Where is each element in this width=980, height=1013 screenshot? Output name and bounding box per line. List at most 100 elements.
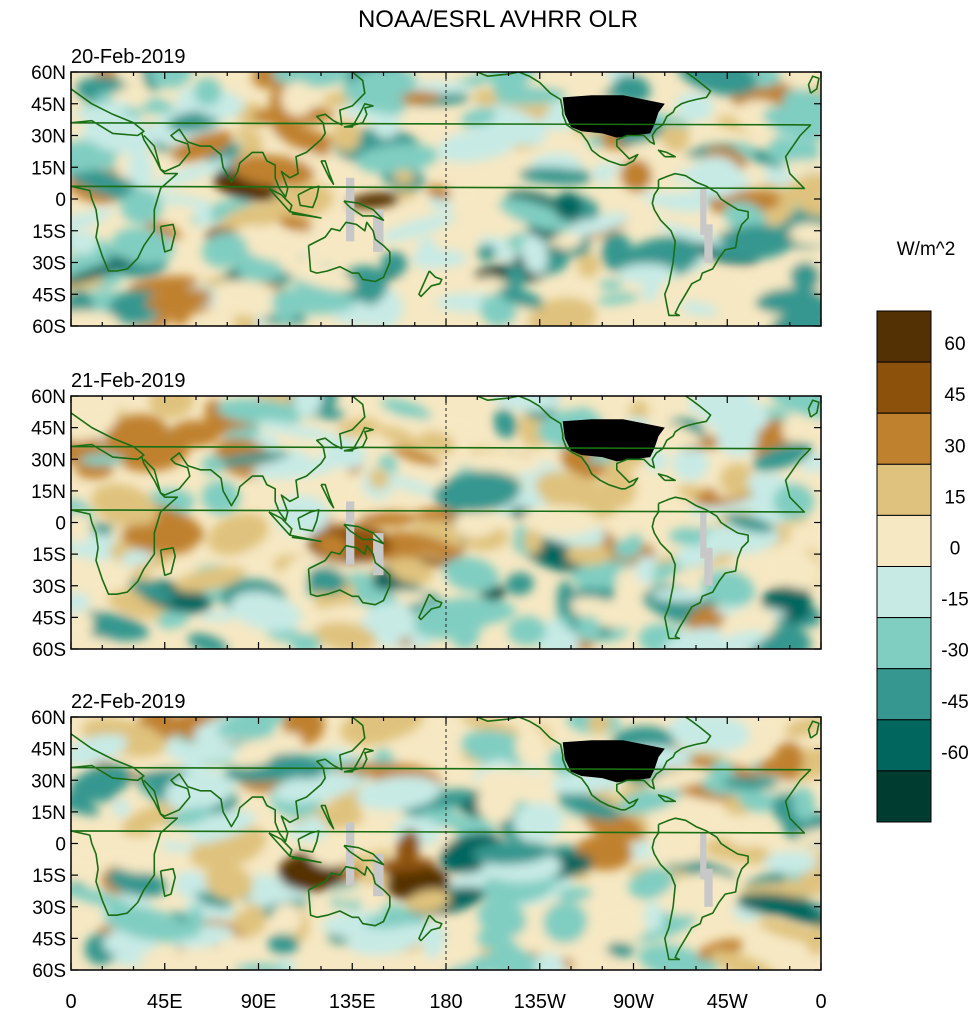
coastline xyxy=(343,103,374,128)
anomaly-blob xyxy=(211,451,290,467)
anomaly-blob xyxy=(71,884,133,910)
coastline xyxy=(159,547,176,576)
anomaly-blob xyxy=(231,899,248,912)
colorbar-tick-label: -30 xyxy=(941,641,968,662)
lon-tick-label: 135W xyxy=(514,991,566,1013)
anomaly-blob xyxy=(762,106,821,141)
anomaly-blob xyxy=(498,286,544,309)
anomaly-blob xyxy=(239,142,263,158)
anomaly-blobs xyxy=(71,396,821,649)
anomaly-blob xyxy=(281,81,315,117)
anomaly-blob xyxy=(337,418,381,437)
anomaly-blob xyxy=(71,140,112,173)
usa-land-mask xyxy=(562,740,665,783)
anomaly-blob xyxy=(127,149,154,190)
anomaly-blob xyxy=(175,566,246,592)
anomaly-blob xyxy=(71,255,144,286)
anomaly-blob xyxy=(217,936,254,960)
anomaly-blob xyxy=(279,258,356,291)
coastlines xyxy=(71,396,820,640)
coastlines xyxy=(71,72,820,317)
anomaly-blob xyxy=(792,786,816,822)
anomaly-blob xyxy=(104,905,191,942)
anomaly-blob xyxy=(91,483,158,528)
anomaly-blob xyxy=(565,543,612,566)
anomaly-blob xyxy=(194,199,212,228)
panel-date: 21-Feb-2019 xyxy=(71,370,186,392)
colorbar-swatch xyxy=(876,463,932,516)
lat-tick-label: 0 xyxy=(55,190,66,211)
missing-data-patch xyxy=(346,501,355,565)
olr-anomaly-field xyxy=(71,717,821,970)
anomaly-blob xyxy=(443,556,500,593)
anomaly-blob xyxy=(214,279,284,317)
anomaly-blob xyxy=(356,954,387,968)
anomaly-blob xyxy=(291,631,322,649)
anomaly-blob xyxy=(477,768,551,801)
lat-tick-label: 15S xyxy=(32,866,66,887)
anomaly-blob xyxy=(629,181,711,194)
anomaly-blob xyxy=(461,729,534,768)
anomaly-blob xyxy=(421,809,486,832)
colorbar-tick-label: 0 xyxy=(950,539,961,560)
lat-tick-label: 30N xyxy=(31,127,66,148)
anomaly-blob xyxy=(515,726,548,767)
anomaly-blob xyxy=(319,409,346,420)
anomaly-blob xyxy=(157,608,190,629)
coastline xyxy=(807,75,820,94)
colorbar-swatch xyxy=(876,617,932,670)
anomaly-blob xyxy=(193,77,222,106)
anomaly-blob xyxy=(484,947,540,970)
coastline xyxy=(651,496,749,640)
anomaly-blob xyxy=(644,900,663,933)
anomaly-blob xyxy=(270,288,356,315)
lat-tick-label: 45S xyxy=(32,285,66,306)
coastline xyxy=(289,534,322,543)
anomaly-blob xyxy=(271,903,302,936)
anomaly-blob xyxy=(207,513,269,555)
anomaly-blob xyxy=(272,123,348,158)
lon-tick-label: 90W xyxy=(613,991,654,1013)
anomaly-blob xyxy=(480,293,517,326)
usa-land-mask xyxy=(562,95,665,138)
anomaly-blob xyxy=(120,524,195,555)
anomaly-blob xyxy=(770,396,821,419)
colorbar-swatch xyxy=(876,412,932,465)
anomaly-blob xyxy=(71,231,97,252)
anomaly-blob xyxy=(268,933,299,955)
anomaly-blob xyxy=(473,89,498,107)
anomaly-blob xyxy=(505,572,534,596)
lat-tick-label: 15N xyxy=(31,482,66,503)
coastline xyxy=(343,844,385,866)
colorbar-swatch xyxy=(876,361,932,414)
anomaly-blob xyxy=(543,901,588,944)
anomaly-blob xyxy=(268,753,327,779)
colorbar-tick-label: -45 xyxy=(941,692,968,713)
map-panels: 20-Feb-201960N45N30N15N015S30S45S60S21-F… xyxy=(31,46,822,982)
lat-tick-label: 15S xyxy=(32,545,66,566)
coastline xyxy=(657,794,676,803)
lon-tick-label: 135E xyxy=(329,991,376,1013)
coastline xyxy=(343,426,374,452)
coastline xyxy=(320,160,335,185)
longitude-axis-labels: 0 45E 90E 135E 180 135W 90W 45W 0 xyxy=(65,991,826,1013)
coastline xyxy=(320,804,335,830)
anomaly-blob xyxy=(779,173,821,205)
anomaly-blob xyxy=(520,505,598,537)
anomaly-blob xyxy=(388,557,434,585)
anomaly-blob xyxy=(144,288,213,312)
anomaly-blob xyxy=(477,898,527,938)
anomaly-blob xyxy=(231,732,303,768)
lat-tick-label: 30S xyxy=(32,898,66,919)
anomaly-blob xyxy=(697,939,743,961)
anomaly-blob xyxy=(112,798,130,817)
anomaly-blob xyxy=(565,212,629,237)
anomaly-blob xyxy=(232,154,315,187)
anomaly-blob xyxy=(482,86,568,105)
anomaly-blob xyxy=(292,603,372,634)
anomaly-blob xyxy=(71,208,115,238)
anomaly-blob xyxy=(233,312,258,326)
anomaly-blob xyxy=(628,867,674,900)
coastline xyxy=(268,187,293,213)
